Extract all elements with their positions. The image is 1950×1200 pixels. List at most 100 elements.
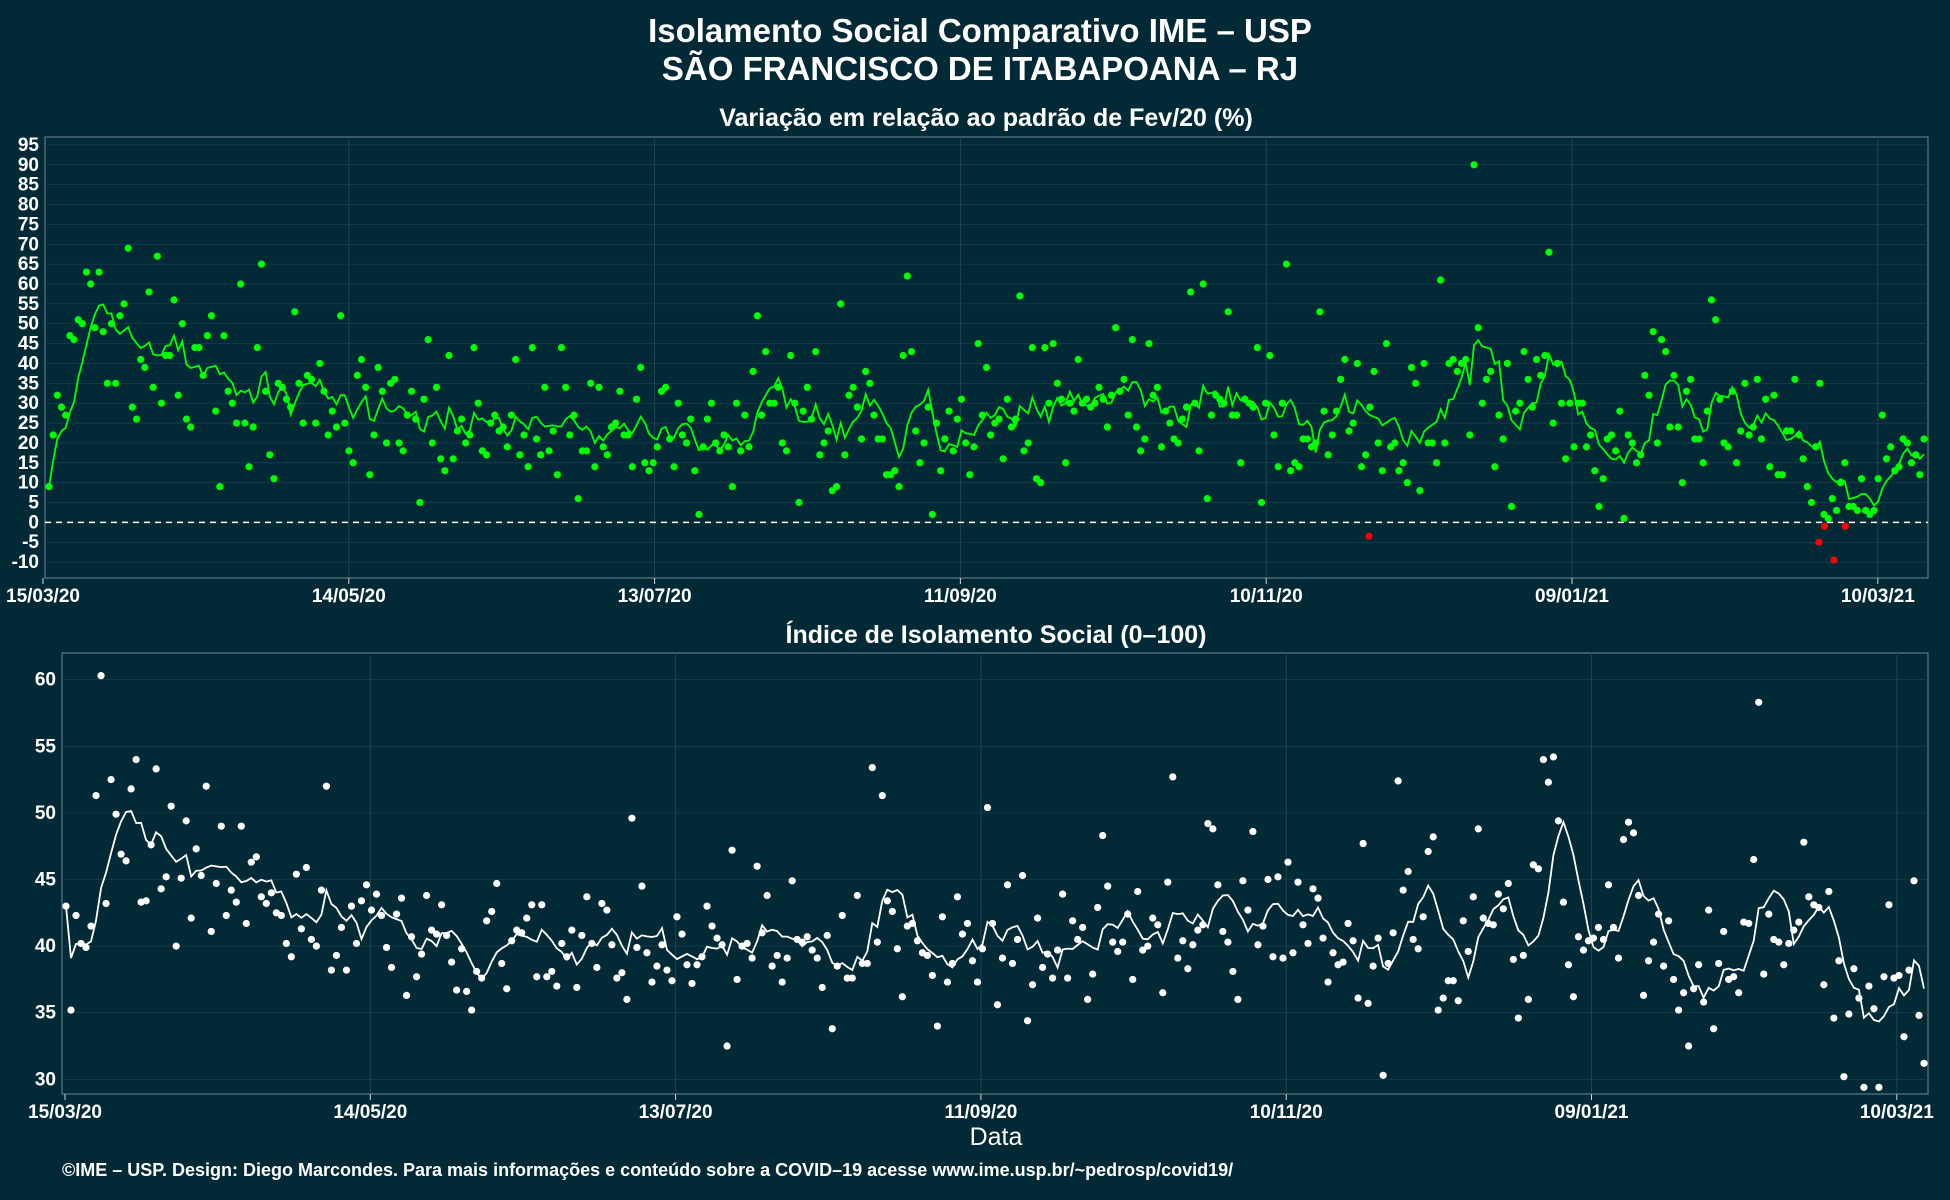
variation-point — [1707, 296, 1716, 304]
variation-point — [203, 332, 211, 340]
variation-point — [45, 483, 53, 491]
variation-point — [1482, 375, 1491, 383]
index-point — [463, 987, 471, 996]
variation-point — [166, 351, 174, 360]
index-point — [1008, 959, 1017, 968]
index-point — [232, 898, 240, 906]
index-point — [948, 959, 957, 968]
variation-point — [462, 439, 470, 447]
index-point — [1489, 921, 1497, 929]
index-point — [1264, 875, 1272, 884]
index-point — [873, 938, 881, 946]
variation-point — [812, 347, 820, 356]
index-point — [558, 939, 566, 948]
variation-point — [1328, 431, 1336, 439]
index-point — [578, 931, 586, 940]
index-point — [197, 871, 205, 880]
variation-point — [770, 399, 778, 407]
y-tick-label: -5 — [22, 532, 39, 553]
variation-point — [357, 355, 366, 364]
variation-point — [412, 415, 420, 423]
index-point — [1905, 966, 1913, 974]
y-tick-label: 60 — [18, 274, 39, 295]
variation-point — [1666, 423, 1674, 431]
index-point — [1685, 1042, 1693, 1050]
index-point — [1449, 977, 1457, 985]
variation-point — [1757, 435, 1766, 443]
index-point — [1755, 698, 1763, 706]
index-point — [1514, 1014, 1522, 1022]
index-point — [813, 954, 821, 962]
negative-variation-point — [1365, 532, 1373, 540]
index-point — [1624, 818, 1633, 826]
index-point — [1294, 878, 1302, 886]
index-point — [1038, 963, 1047, 972]
variation-point — [816, 451, 824, 459]
index-point — [808, 946, 816, 954]
index-point — [818, 983, 826, 992]
variation-point — [1503, 359, 1511, 368]
index-point — [257, 893, 265, 901]
variation-plot-frame — [44, 136, 1929, 579]
index-point — [187, 914, 195, 922]
variation-point — [1107, 391, 1116, 399]
variation-point — [1449, 355, 1457, 364]
index-point — [643, 949, 651, 957]
index-point — [402, 991, 411, 1000]
index-point — [237, 822, 245, 830]
variation-point — [366, 471, 374, 479]
variation-point — [187, 423, 195, 431]
index-point — [127, 785, 135, 793]
index-point — [367, 906, 376, 914]
y-tick-label: 90 — [18, 155, 39, 176]
index-point — [593, 963, 601, 972]
index-point — [1574, 933, 1583, 941]
index-point — [342, 966, 351, 974]
variation-point — [616, 387, 624, 395]
index-point — [217, 822, 225, 830]
y-tick-label: 35 — [18, 373, 40, 394]
index-point — [412, 973, 421, 981]
variation-point — [545, 447, 553, 455]
index-point — [1084, 995, 1092, 1004]
index-point — [142, 897, 150, 905]
variation-point — [487, 419, 495, 427]
index-point — [923, 951, 931, 960]
index-point — [1609, 923, 1618, 932]
variation-point — [1745, 431, 1753, 439]
variation-point — [1320, 407, 1328, 415]
variation-point — [1441, 439, 1449, 447]
variation-point — [1324, 451, 1332, 459]
index-point — [1715, 959, 1723, 968]
variation-point — [1345, 427, 1353, 435]
index-point — [1129, 975, 1137, 984]
index-point — [778, 978, 786, 986]
variation-point — [153, 252, 161, 260]
index-point — [1224, 938, 1232, 946]
variation-point — [787, 351, 795, 360]
index-point — [988, 919, 997, 928]
variation-point — [1553, 359, 1561, 368]
variation-point — [178, 320, 186, 328]
index-point — [1379, 1071, 1387, 1079]
index-point — [1499, 905, 1507, 913]
variation-point — [1028, 343, 1036, 352]
index-point — [838, 911, 846, 920]
index-point — [1509, 955, 1517, 964]
index-point — [1229, 967, 1237, 976]
index-point — [758, 929, 766, 937]
index-point — [1695, 961, 1703, 969]
index-point — [117, 850, 125, 858]
variation-point — [1799, 455, 1807, 463]
variation-point — [241, 419, 249, 427]
index-point — [242, 919, 250, 928]
variation-point — [1878, 411, 1886, 419]
variation-point — [557, 343, 566, 352]
index-point — [1569, 993, 1578, 1001]
index-point — [1639, 991, 1648, 1000]
index-point — [392, 910, 401, 918]
variation-point — [1807, 498, 1816, 507]
variation-point — [595, 383, 603, 391]
variation-point — [399, 447, 407, 455]
